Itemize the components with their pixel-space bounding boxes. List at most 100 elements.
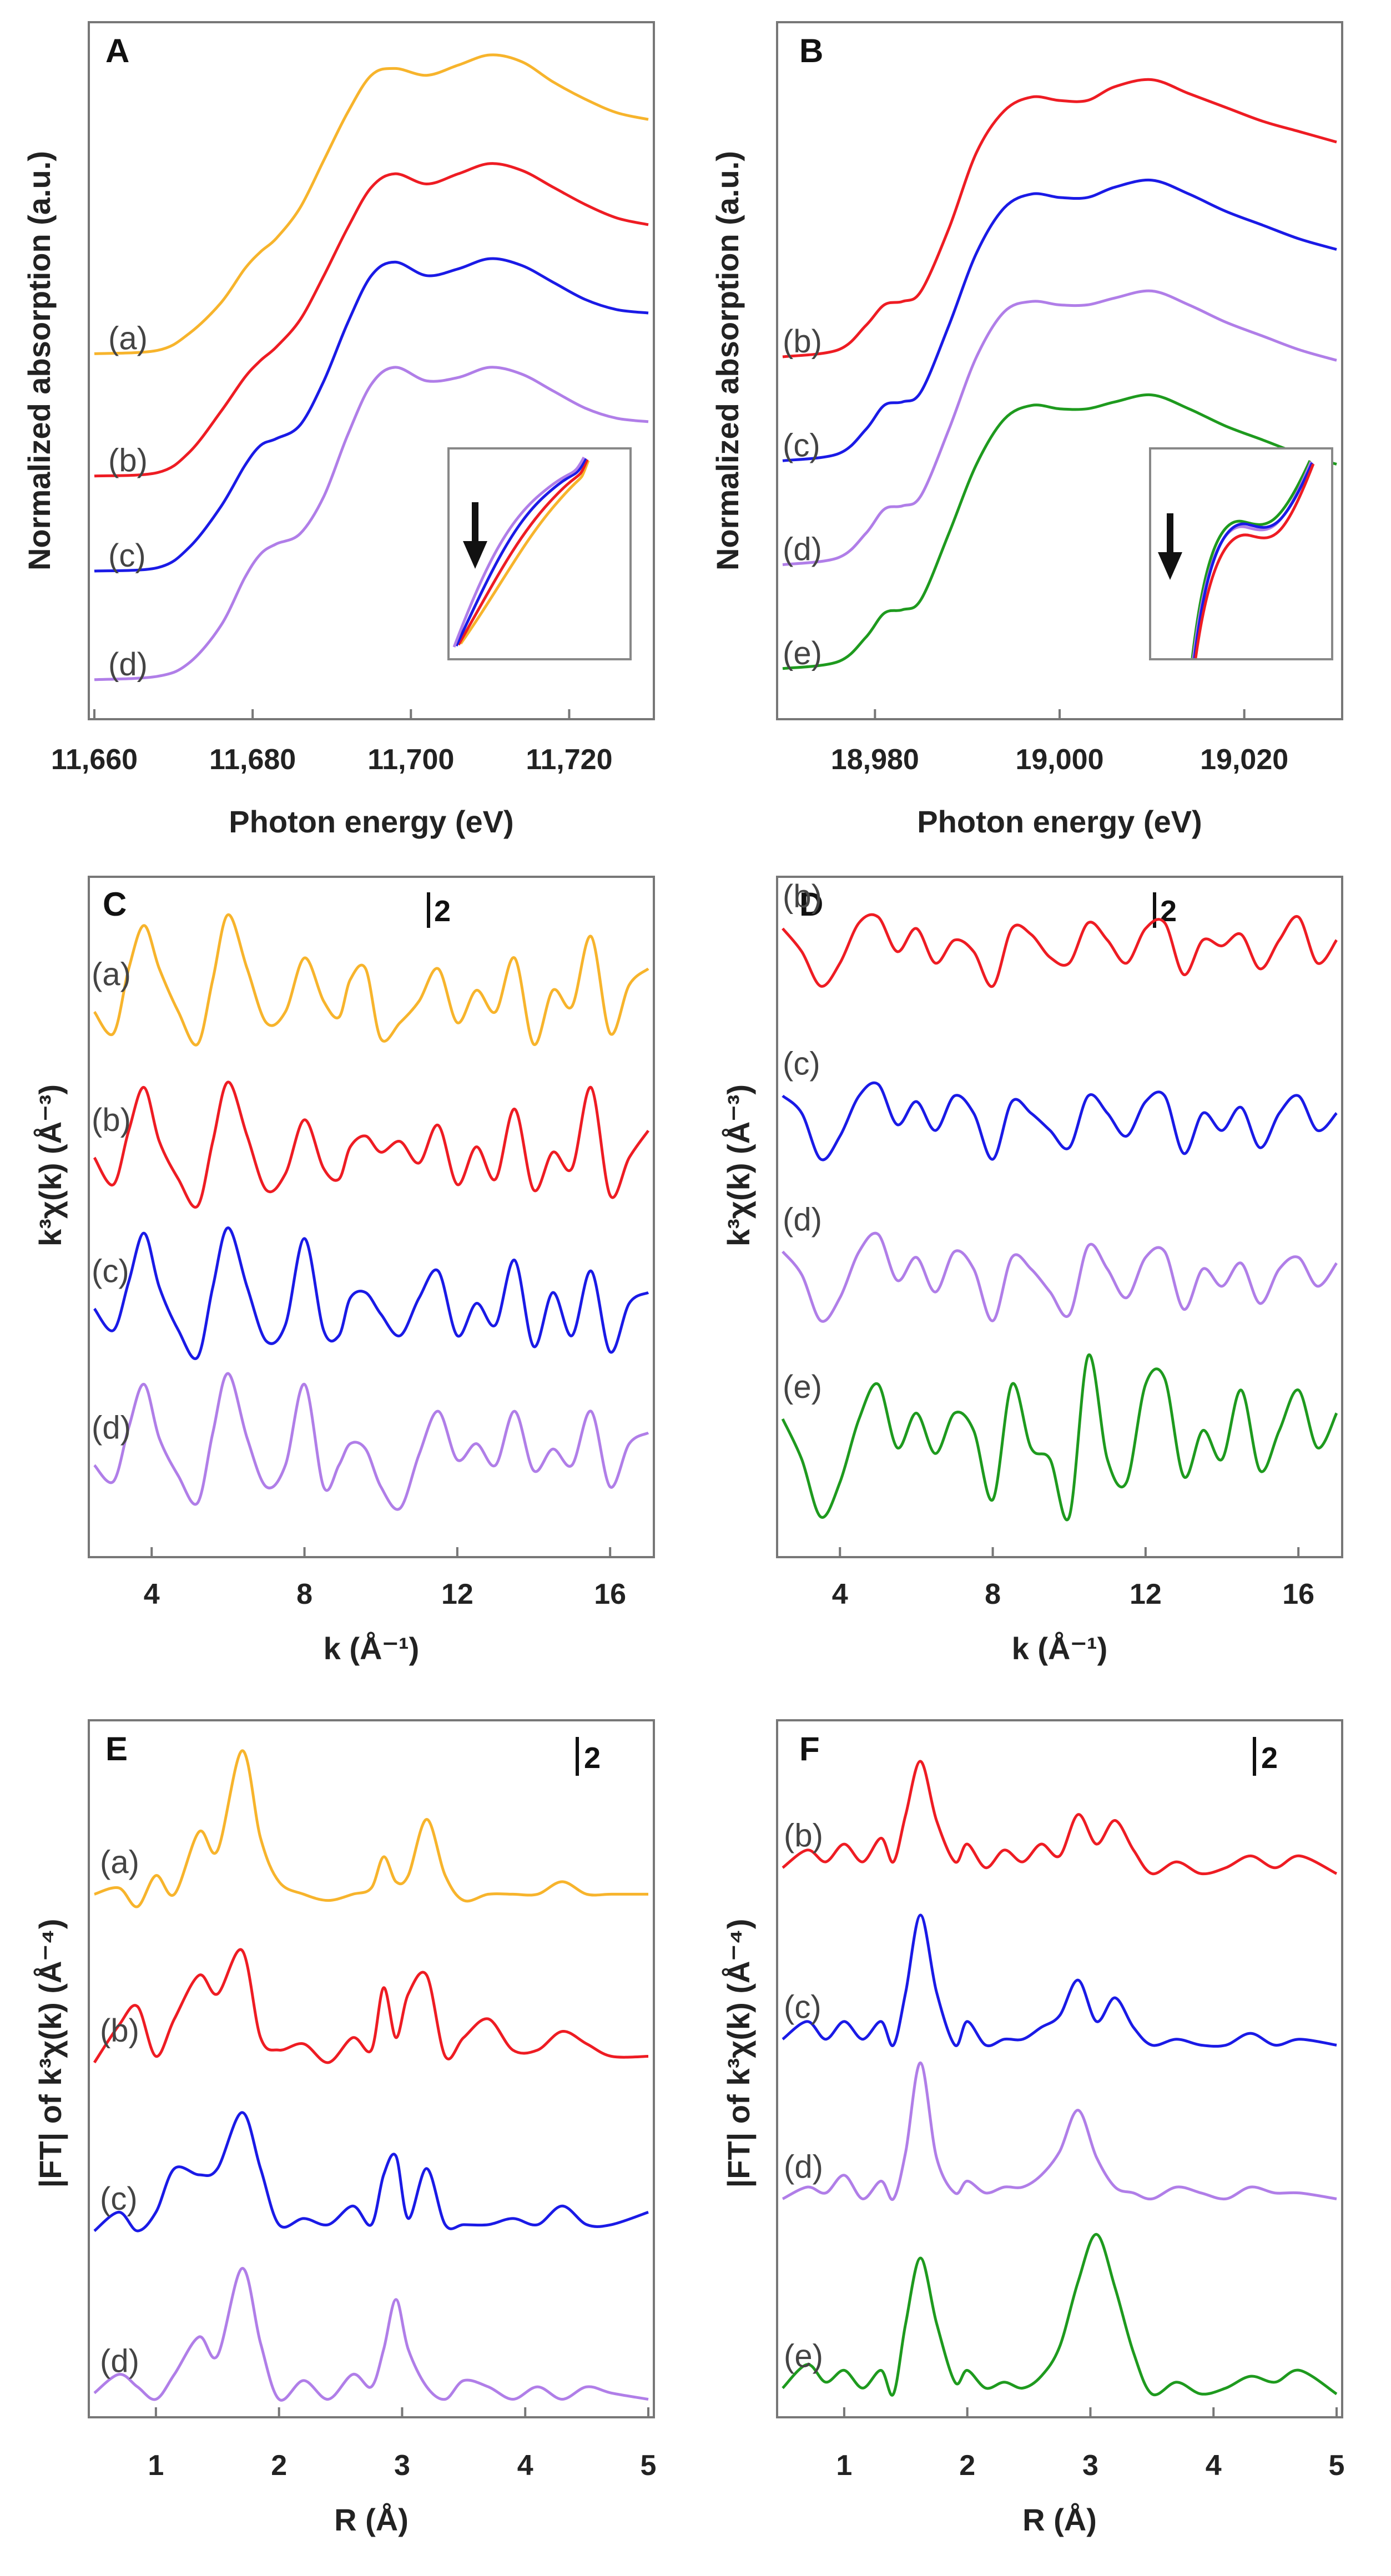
panel-f-y-axis-label: |FT| of k³χ(k) (Å⁻⁴) <box>721 1919 757 2188</box>
panel-b-series: (b) (c) (d) (e) <box>782 78 1337 671</box>
panel-a-series-label-d: (d) <box>108 646 148 683</box>
panel-a-series-label-b: (b) <box>108 443 148 479</box>
panel-b-inset-curve-c <box>1193 462 1314 659</box>
panel-b-inset-curve-b <box>1194 463 1315 659</box>
panel-a-series-line-b <box>94 162 649 478</box>
panel-d-series-line-d <box>782 1231 1338 1323</box>
panel-c-label: C <box>103 886 127 923</box>
panel-f-series-label-c: (c) <box>784 1989 822 2026</box>
panel-e-series-label-c: (c) <box>100 2181 138 2217</box>
panel-b-x-tick-label: 18,980 <box>831 744 919 776</box>
panel-c-series-label-b: (b) <box>92 1102 131 1138</box>
panel-e-series-label-d: (d) <box>100 2343 139 2379</box>
panel-b-x-tick-label: 19,020 <box>1200 744 1288 776</box>
panel-d-label: D <box>799 886 823 923</box>
panel-e-series-label-a: (a) <box>100 1844 139 1880</box>
panel-c-x-tick-label: 4 <box>144 1578 160 1610</box>
panel-e-series-label-b: (b) <box>100 2013 139 2049</box>
panel-e-series-line-d <box>93 2267 649 2402</box>
panel-f-x-tick-label: 5 <box>1329 2449 1345 2482</box>
panel-c-series-line-c <box>93 1226 649 1360</box>
panel-c-series-label-d: (d) <box>92 1410 131 1446</box>
panel-e-series-line-a <box>94 1749 648 1908</box>
panel-c-x-axis-label: k (Å⁻¹) <box>324 1631 420 1666</box>
panel-d-series-label-c: (c) <box>783 1046 820 1082</box>
panel-f-series-label-e: (e) <box>784 2338 823 2374</box>
panel-e-x-tick-label: 4 <box>517 2449 533 2482</box>
panel-f-scale-label: 2 <box>1261 1741 1278 1775</box>
panel-d-x-tick-label: 12 <box>1130 1578 1162 1610</box>
panel-e-series: (a) (b) (c) (d) <box>93 1749 649 2402</box>
panel-a-frame <box>88 21 655 720</box>
panel-b-series-line-d <box>782 289 1337 567</box>
panel-f-series-label-b: (b) <box>784 1818 823 1854</box>
panel-d-x-ticks: 4 8 12 16 <box>832 1547 1314 1610</box>
panel-d-x-tick-label: 8 <box>985 1578 1001 1610</box>
panel-d-series-label-d: (d) <box>783 1201 822 1238</box>
panel-b-series-label-e: (e) <box>783 635 822 671</box>
panel-a-x-tick-label: 11,700 <box>367 744 454 776</box>
panel-e-x-tick-label: 5 <box>641 2449 657 2482</box>
panel-c: k³χ(k) (Å⁻³) C 2 (a) (b) (c) (d) 4 8 12 16 k (… <box>33 876 655 1666</box>
panel-e-x-tick-label: 1 <box>148 2449 164 2482</box>
panel-a-x-axis-label: Photon energy (eV) <box>229 804 513 839</box>
panel-a-inset-arrow-icon <box>463 541 487 569</box>
panel-f-x-tick-label: 4 <box>1206 2449 1222 2482</box>
panel-a-x-tick-label: 11,720 <box>526 744 612 776</box>
panel-d-x-tick-label: 4 <box>832 1578 848 1610</box>
panel-e-frame <box>88 1719 655 2418</box>
panel-e-label: E <box>105 1730 128 1767</box>
panel-a: Normalized absorption (a.u.) A (a) (b) (c)… <box>22 21 655 839</box>
panel-c-x-tick-label: 12 <box>441 1578 473 1610</box>
panel-f-series-line-e <box>782 2232 1338 2397</box>
panel-f-x-tick-label: 2 <box>959 2449 975 2482</box>
panel-b-label: B <box>799 32 823 69</box>
panel-f-label: F <box>799 1730 820 1767</box>
panel-c-series-label-c: (c) <box>92 1253 129 1289</box>
panel-b-series-line-e <box>782 393 1337 670</box>
panel-c-series-label-a: (a) <box>92 956 131 992</box>
panel-a-series-line-c <box>94 257 649 573</box>
panel-d-series-label-e: (e) <box>783 1369 822 1405</box>
panel-a-series-label-c: (c) <box>108 538 146 574</box>
panel-b-series-label-d: (d) <box>783 532 822 568</box>
panel-e-series-line-c <box>93 2111 649 2232</box>
panel-b-inset-curve-e <box>1191 459 1312 659</box>
panel-f-series-line-d <box>782 2061 1337 2201</box>
panel-d-series-line-e <box>781 1353 1338 1522</box>
panel-d-x-axis-label: k (Å⁻¹) <box>1012 1631 1108 1666</box>
panel-d-series: (b) (c) (d) (e) <box>781 878 1338 1522</box>
panel-f-frame <box>776 1719 1343 2418</box>
panel-d-x-tick-label: 16 <box>1282 1578 1314 1610</box>
panel-d-scale-label: 2 <box>1160 895 1177 928</box>
panel-e-x-axis-label: R (Å) <box>334 2502 409 2537</box>
panel-d: k³χ(k) (Å⁻³) D 2 (b) (c) (d) (e) 4 8 12 16 k (… <box>721 876 1343 1666</box>
panel-c-series-line-b <box>93 1080 650 1209</box>
panel-f-series-label-d: (d) <box>784 2149 823 2185</box>
panel-b: Normalized absorption (a.u.) B (b) (c) (d)… <box>710 21 1343 839</box>
panel-f-x-ticks: 1 2 3 4 5 <box>836 2407 1344 2482</box>
panel-c-series-line-a <box>93 913 649 1047</box>
panel-b-x-tick-label: 19,000 <box>1015 744 1103 776</box>
panel-b-x-ticks: 18,980 19,000 19,020 <box>831 709 1288 776</box>
panel-d-y-axis-label: k³χ(k) (Å⁻³) <box>721 1084 756 1246</box>
panel-a-series-line-a <box>94 53 649 355</box>
panel-f-series-line-b <box>782 1760 1338 1876</box>
panel-b-series-line-b <box>782 78 1337 358</box>
panel-b-series-line-c <box>782 178 1337 462</box>
panel-a-inset-curve-d <box>452 456 586 648</box>
panel-c-x-tick-label: 8 <box>296 1578 313 1610</box>
panel-a-x-tick-label: 11,680 <box>209 744 296 776</box>
panel-d-series-label-b: (b) <box>783 878 822 915</box>
panel-e-y-axis-label: |FT| of k³χ(k) (Å⁻⁴) <box>33 1919 68 2188</box>
panel-e: |FT| of k³χ(k) (Å⁻⁴) E 2 (a) (b) (c) (d) 1 2… <box>33 1719 657 2537</box>
panel-a-inset-curve-c <box>455 457 587 647</box>
panel-c-series-line-d <box>93 1372 649 1511</box>
panel-a-series: (a) (b) (c) (d) <box>94 53 649 683</box>
panel-f-series: (b) (c) (d) (e) <box>782 1760 1338 2397</box>
panel-e-x-tick-label: 2 <box>271 2449 287 2482</box>
panel-a-inset <box>447 447 632 660</box>
panel-e-scale-label: 2 <box>584 1741 601 1775</box>
panel-c-y-axis-label: k³χ(k) (Å⁻³) <box>33 1084 68 1246</box>
